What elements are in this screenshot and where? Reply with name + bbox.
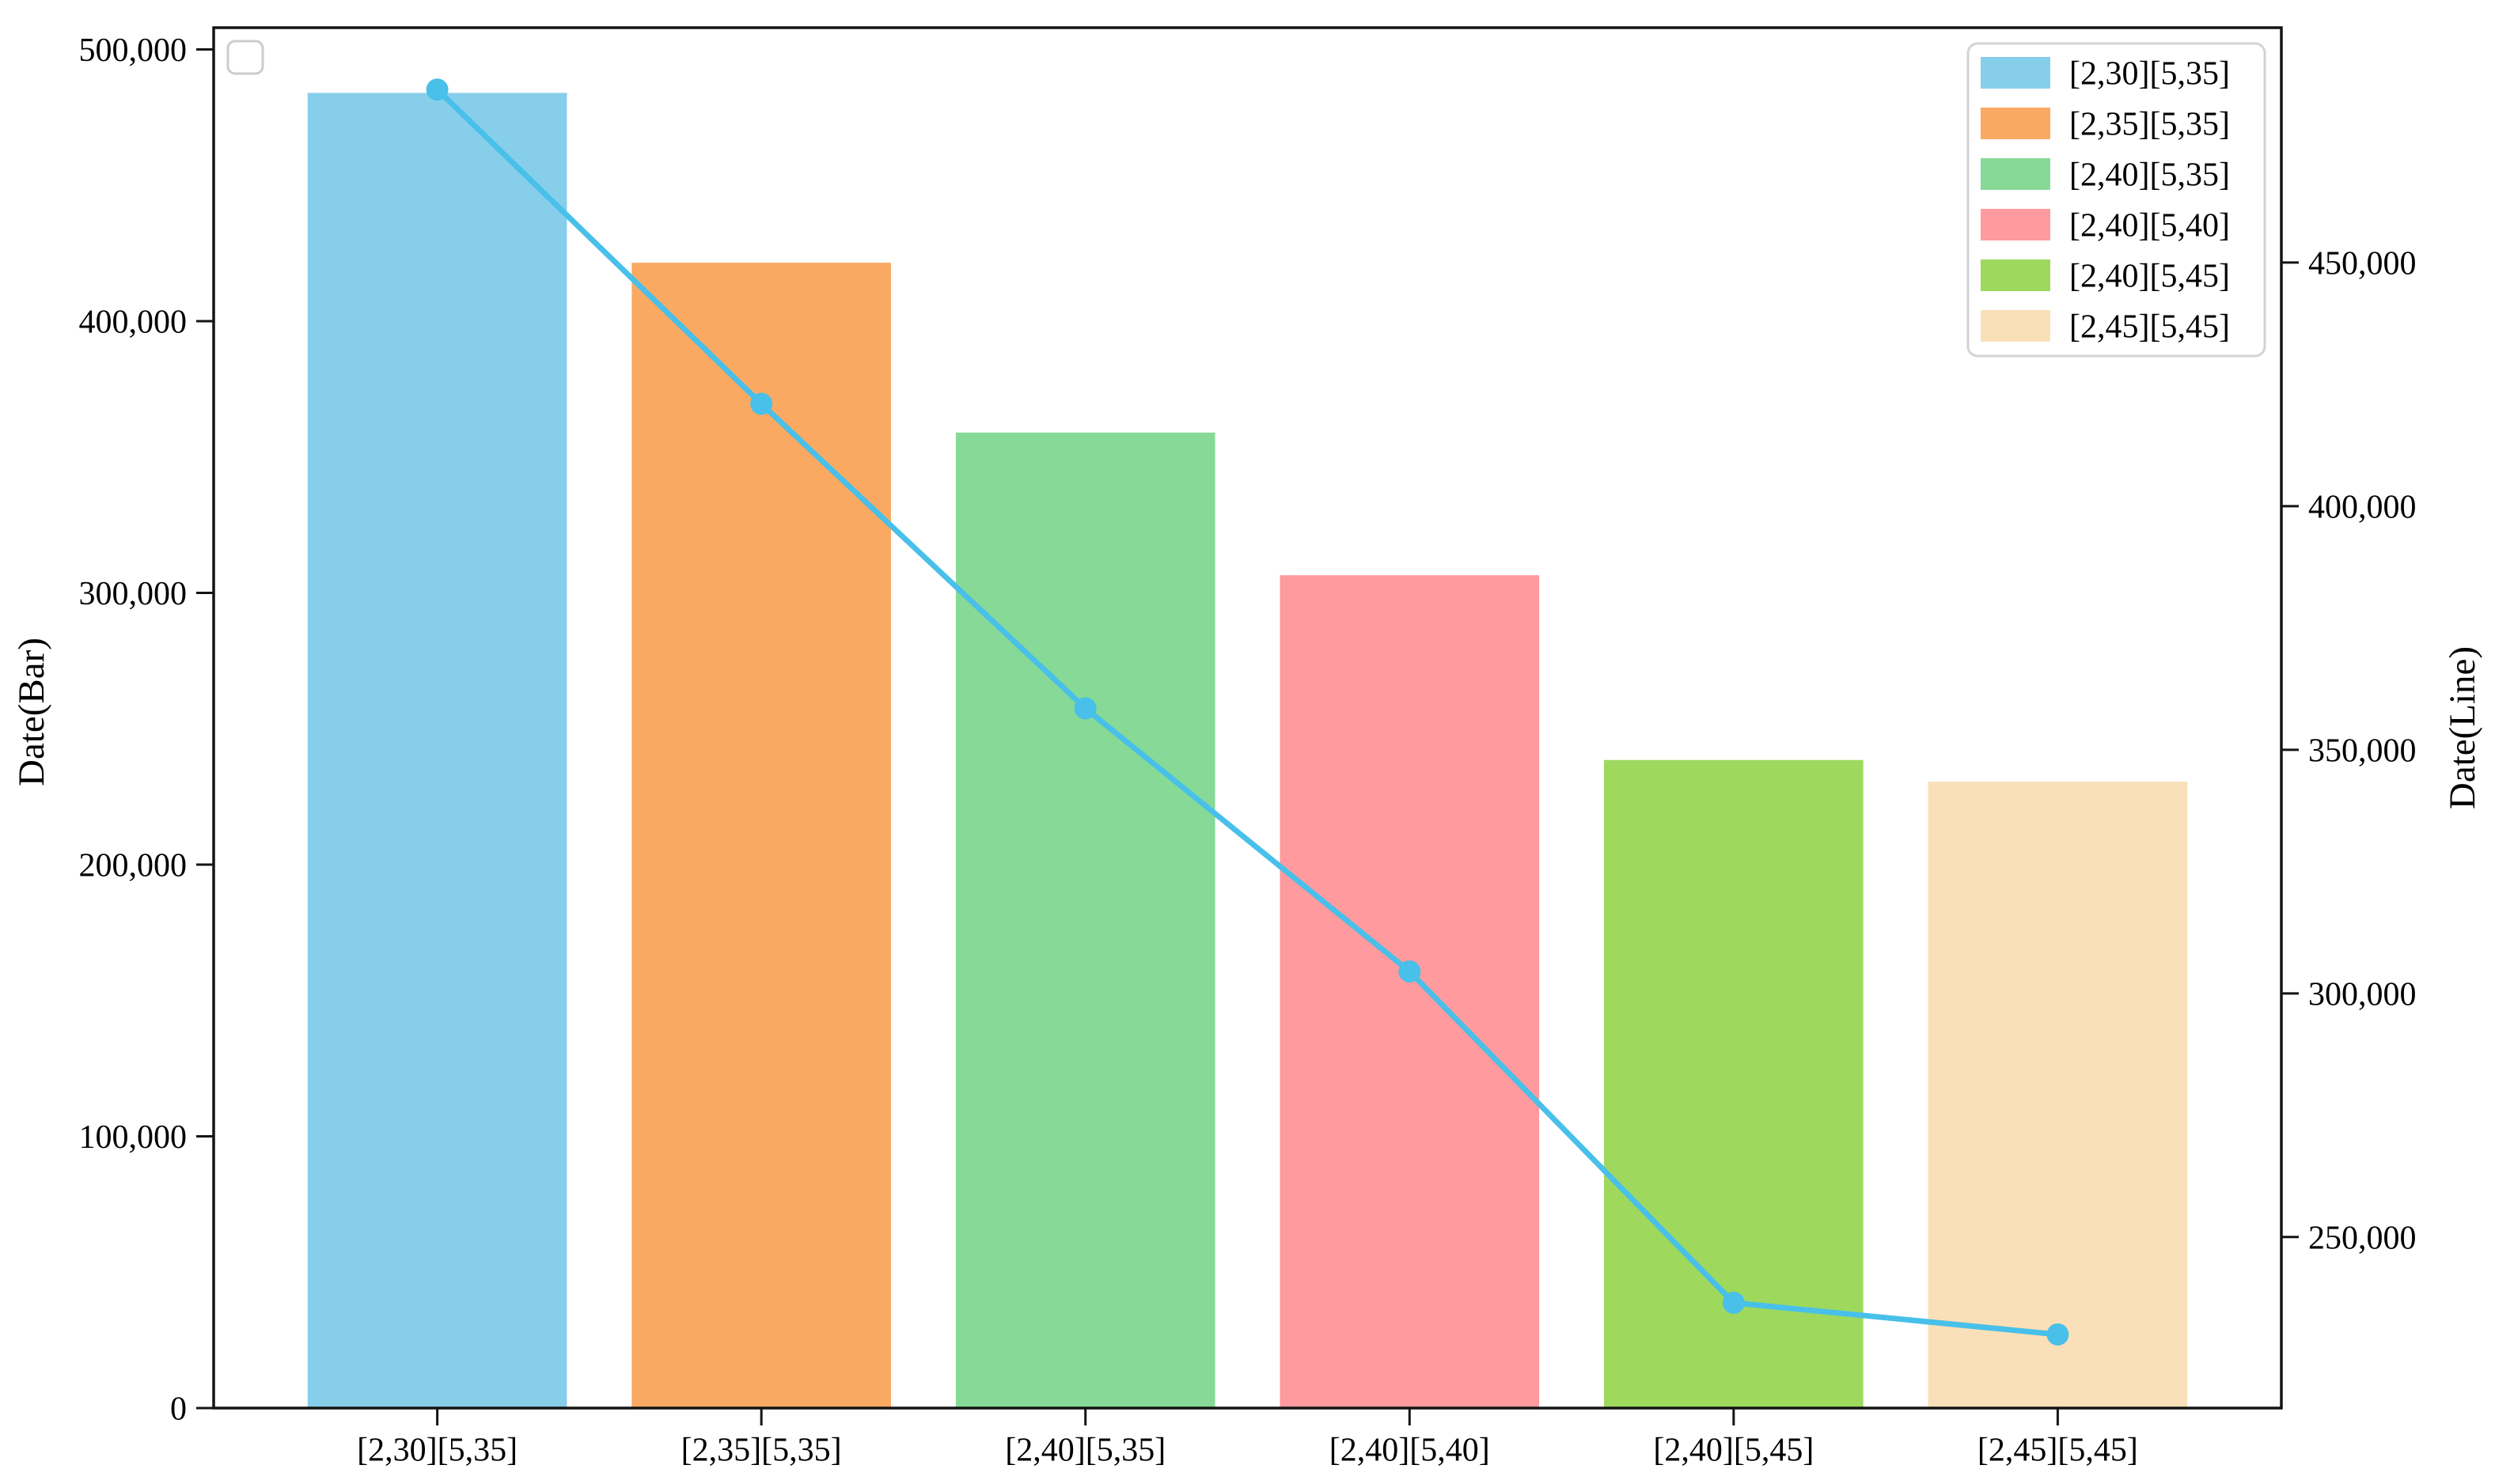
bars-group bbox=[307, 93, 2188, 1409]
left-tick-label: 200,000 bbox=[79, 848, 188, 884]
x-tick-label: [2,45][5,45] bbox=[1977, 1433, 2138, 1469]
bar-[2,30][5,35] bbox=[307, 93, 567, 1409]
legend-entry: [2,45][5,45] bbox=[1981, 309, 2230, 346]
left-tick-label: 500,000 bbox=[79, 32, 188, 69]
legend-label: [2,40][5,35] bbox=[2069, 157, 2230, 194]
line-marker bbox=[426, 78, 449, 101]
legend-swatch bbox=[1981, 158, 2050, 190]
empty-legend-box bbox=[226, 40, 264, 75]
left-axis-title: Date(Bar) bbox=[11, 638, 52, 786]
x-axis: [2,30][5,35] [2,35][5,35] [2,40][5,35] [2,4… bbox=[357, 1408, 2138, 1469]
x-tick-label: [2,30][5,35] bbox=[357, 1433, 518, 1469]
bar-[2,35][5,35] bbox=[631, 263, 891, 1409]
line-marker bbox=[1722, 1291, 1745, 1314]
left-tick-label: 400,000 bbox=[79, 305, 188, 341]
line-series bbox=[426, 78, 2069, 1346]
left-tick-label: 100,000 bbox=[79, 1119, 188, 1156]
bar-[2,45][5,45] bbox=[1928, 782, 2188, 1408]
line-marker bbox=[1398, 960, 1421, 983]
x-tick-label: [2,40][5,40] bbox=[1329, 1433, 1490, 1469]
legend-label: [2,45][5,45] bbox=[2069, 309, 2230, 346]
legend-label: [2,40][5,45] bbox=[2069, 259, 2230, 295]
legend-label: [2,30][5,35] bbox=[2069, 56, 2230, 93]
legend-label: [2,40][5,40] bbox=[2069, 208, 2230, 244]
right-tick-label: 250,000 bbox=[2308, 1220, 2417, 1256]
line-marker bbox=[750, 392, 773, 415]
right-axis-title: Date(Line) bbox=[2442, 645, 2483, 810]
line-marker bbox=[1074, 697, 1097, 720]
bar-[2,40][5,35] bbox=[955, 432, 1215, 1409]
left-tick-label: 0 bbox=[170, 1391, 187, 1428]
legend-swatch bbox=[1981, 259, 2050, 291]
legend: [2,30][5,35] [2,35][5,35] [2,40][5,35] [2,4… bbox=[1966, 42, 2266, 358]
bar-[2,40][5,40] bbox=[1280, 575, 1540, 1409]
x-tick-label: [2,35][5,35] bbox=[681, 1433, 842, 1469]
left-axis: 0 100,000 200,000 300,000 400,000 500,000 bbox=[79, 32, 214, 1428]
legend-swatch bbox=[1981, 108, 2050, 139]
legend-entry: [2,35][5,35] bbox=[1981, 107, 2230, 143]
right-tick-label: 300,000 bbox=[2308, 977, 2417, 1013]
plot-border bbox=[212, 26, 2283, 1410]
right-axis: 250,000 300,000 350,000 400,000 450,000 bbox=[2281, 246, 2417, 1256]
right-tick-label: 350,000 bbox=[2308, 733, 2417, 770]
left-tick-label: 300,000 bbox=[79, 576, 188, 612]
legend-entry: [2,30][5,35] bbox=[1981, 56, 2230, 93]
legend-swatch bbox=[1981, 310, 2050, 342]
line-path bbox=[434, 86, 2061, 1338]
x-tick-label: [2,40][5,35] bbox=[1005, 1433, 1166, 1469]
legend-label: [2,35][5,35] bbox=[2069, 107, 2230, 143]
line-marker bbox=[2046, 1323, 2069, 1346]
x-tick-label: [2,40][5,45] bbox=[1653, 1433, 1814, 1469]
legend-entry: [2,40][5,45] bbox=[1981, 259, 2230, 295]
legend-entry: [2,40][5,35] bbox=[1981, 157, 2230, 194]
legend-swatch bbox=[1981, 209, 2050, 240]
right-tick-label: 450,000 bbox=[2308, 246, 2417, 282]
legend-swatch bbox=[1981, 57, 2050, 89]
right-tick-label: 400,000 bbox=[2308, 490, 2417, 526]
legend-entry: [2,40][5,40] bbox=[1981, 208, 2230, 244]
